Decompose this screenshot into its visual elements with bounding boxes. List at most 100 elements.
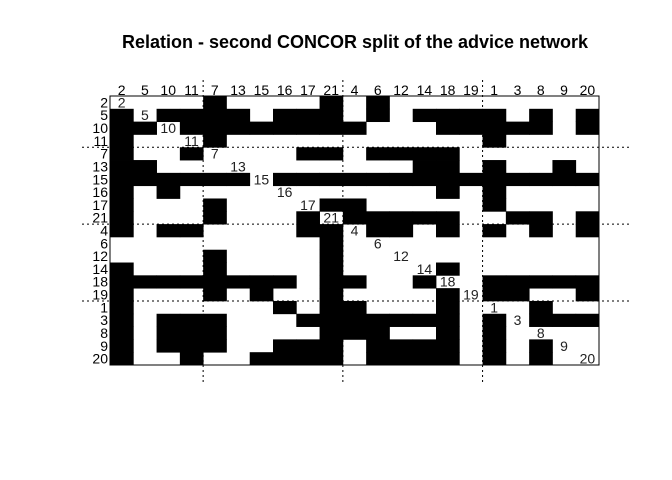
tie-cell	[366, 108, 390, 123]
tie-cell	[273, 339, 297, 353]
tie-cell	[179, 339, 204, 353]
tie-cell	[389, 224, 414, 238]
tie-cell	[156, 108, 181, 123]
tie-cell	[110, 288, 134, 302]
column-label: 14	[417, 82, 433, 98]
tie-cell	[342, 326, 367, 340]
tie-cell	[110, 147, 134, 161]
tie-cell	[529, 300, 553, 315]
tie-cell	[296, 121, 320, 135]
tie-cell	[505, 121, 530, 135]
tie-cell	[342, 275, 367, 289]
tie-cell	[412, 160, 437, 174]
tie-cell	[296, 313, 320, 327]
tie-cell	[529, 313, 553, 327]
diagonal-label: 7	[211, 146, 219, 162]
tie-cell	[366, 339, 390, 353]
tie-cell	[505, 275, 530, 289]
diagonal-label: 2	[118, 94, 126, 110]
tie-cell	[575, 288, 600, 302]
diagonal-label: 21	[323, 210, 339, 226]
tie-cell	[319, 275, 344, 289]
tie-cell	[575, 275, 600, 289]
diagonal-label: 8	[537, 325, 545, 341]
tie-cell	[412, 313, 437, 327]
tie-cell	[529, 352, 553, 366]
tie-cell	[412, 339, 437, 353]
tie-cell	[505, 288, 530, 302]
tie-cell	[179, 224, 204, 238]
tie-cell	[366, 326, 390, 340]
tie-cell	[156, 224, 181, 238]
column-label: 6	[374, 82, 382, 98]
column-label: 4	[351, 82, 359, 98]
tie-cell	[575, 172, 600, 187]
tie-cell	[412, 352, 437, 366]
tie-cell	[482, 134, 507, 148]
tie-cell	[436, 300, 460, 315]
row-label: 10	[92, 120, 108, 136]
tie-cell	[319, 288, 344, 302]
tie-cell	[273, 172, 297, 187]
tie-cell	[110, 313, 134, 327]
tie-cell	[110, 185, 134, 199]
row-label: 11	[93, 133, 108, 149]
tie-cell	[505, 211, 530, 225]
tie-cell	[273, 300, 297, 315]
tie-cell	[226, 121, 251, 135]
tie-cell	[482, 288, 507, 302]
tie-cell	[529, 211, 553, 225]
row-label: 7	[100, 146, 108, 162]
column-label: 9	[560, 82, 568, 98]
tie-cell	[552, 313, 577, 327]
tie-cell	[575, 211, 600, 225]
tie-cell	[110, 172, 134, 187]
tie-cell	[203, 262, 227, 276]
column-label: 7	[211, 82, 219, 98]
tie-cell	[436, 262, 460, 276]
tie-cell	[319, 236, 344, 251]
tie-cell	[529, 224, 553, 238]
tie-cell	[203, 134, 227, 148]
tie-cell	[412, 275, 437, 289]
tie-cell	[179, 275, 204, 289]
tie-cell	[389, 147, 414, 161]
tie-cell	[296, 211, 320, 225]
tie-cell	[296, 352, 320, 366]
column-label: 1	[490, 82, 498, 98]
diagonal-label: 12	[393, 248, 409, 264]
tie-cell	[319, 262, 344, 276]
tie-cell	[366, 224, 390, 238]
tie-cell	[249, 352, 274, 366]
diagonal-label: 17	[300, 197, 316, 213]
tie-cell	[482, 275, 507, 289]
tie-cell	[296, 172, 320, 187]
column-label: 16	[277, 82, 293, 98]
column-label: 2	[118, 82, 126, 98]
tie-cell	[342, 121, 367, 135]
tie-cell	[319, 300, 344, 315]
tie-cell	[482, 224, 507, 238]
diagonal-label: 10	[160, 120, 176, 136]
tie-cell	[226, 172, 251, 187]
tie-cell	[319, 224, 344, 238]
tie-cell	[179, 108, 204, 123]
tie-cell	[319, 339, 344, 353]
diagonal-label: 16	[277, 184, 293, 200]
tie-cell	[482, 313, 507, 327]
tie-cell	[436, 108, 460, 123]
diagonal-label: 6	[374, 235, 382, 251]
tie-cell	[156, 275, 181, 289]
tie-cell	[552, 275, 577, 289]
row-label: 12	[92, 248, 108, 264]
tie-cell	[436, 147, 460, 161]
tie-cell	[482, 326, 507, 340]
tie-cell	[366, 96, 390, 110]
diagonal-label: 20	[580, 351, 596, 367]
tie-cell	[366, 147, 390, 161]
tie-cell	[296, 224, 320, 238]
tie-cell	[436, 288, 460, 302]
tie-cell	[110, 275, 134, 289]
